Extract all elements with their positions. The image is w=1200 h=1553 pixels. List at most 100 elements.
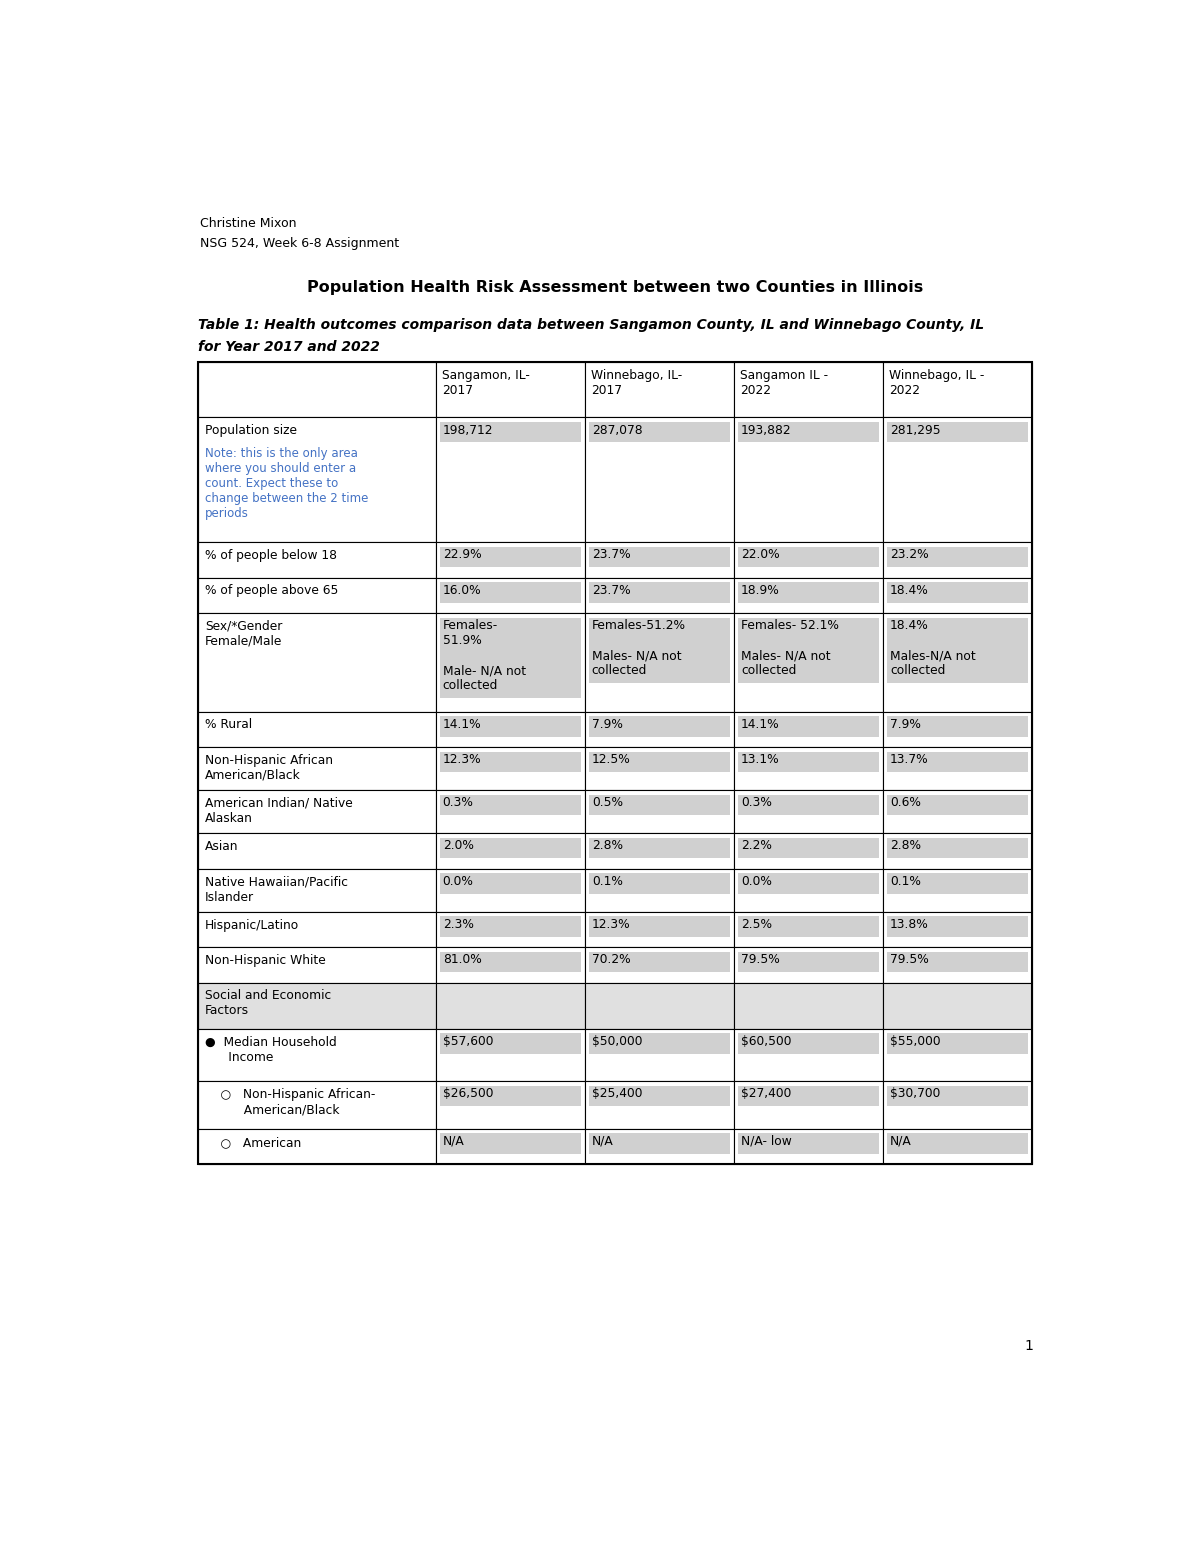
Bar <box>198 578 436 613</box>
Bar <box>589 547 730 567</box>
Bar <box>584 578 734 613</box>
Bar <box>584 947 734 983</box>
Bar <box>738 1086 880 1106</box>
Text: 18.4%

Males-N/A not
collected: 18.4% Males-N/A not collected <box>890 620 976 677</box>
Text: 14.1%: 14.1% <box>740 717 780 730</box>
Text: 2.3%: 2.3% <box>443 918 474 930</box>
Bar <box>887 716 1028 736</box>
Text: 0.1%: 0.1% <box>592 874 623 888</box>
Text: 0.1%: 0.1% <box>890 874 920 888</box>
Bar <box>436 1081 584 1129</box>
Text: $60,500: $60,500 <box>740 1034 791 1048</box>
Bar <box>436 747 584 790</box>
Bar <box>436 912 584 947</box>
Bar <box>439 716 581 736</box>
Bar <box>439 1033 581 1054</box>
Bar <box>738 837 880 859</box>
Bar <box>738 582 880 603</box>
Bar <box>584 711 734 747</box>
Bar <box>738 1134 880 1154</box>
Bar <box>734 362 883 418</box>
Bar <box>738 952 880 972</box>
Text: 1: 1 <box>1025 1339 1033 1353</box>
Bar <box>198 868 436 912</box>
Text: N/A- low: N/A- low <box>740 1135 792 1148</box>
Bar <box>439 618 581 697</box>
Bar <box>887 1033 1028 1054</box>
Bar <box>198 542 436 578</box>
Bar <box>198 983 436 1028</box>
Text: ○   American: ○ American <box>205 1135 301 1149</box>
Text: Note: this is the only area
where you should enter a
count. Expect these to
chan: Note: this is the only area where you sh… <box>205 447 368 520</box>
Bar <box>734 1129 883 1165</box>
Bar <box>738 618 880 683</box>
Bar <box>439 795 581 815</box>
Text: 16.0%: 16.0% <box>443 584 481 596</box>
Text: Females-51.2%

Males- N/A not
collected: Females-51.2% Males- N/A not collected <box>592 620 685 677</box>
Text: Population size: Population size <box>205 424 298 438</box>
Text: 7.9%: 7.9% <box>592 717 623 730</box>
Bar <box>883 947 1032 983</box>
Bar <box>584 983 734 1028</box>
Bar <box>439 422 581 443</box>
Bar <box>439 837 581 859</box>
Bar <box>436 542 584 578</box>
Bar <box>439 752 581 772</box>
Text: 2.5%: 2.5% <box>740 918 772 930</box>
Text: N/A: N/A <box>592 1135 613 1148</box>
Bar <box>734 1081 883 1129</box>
Bar <box>589 837 730 859</box>
Text: % of people below 18: % of people below 18 <box>205 550 337 562</box>
Bar <box>436 983 584 1028</box>
Bar <box>589 618 730 683</box>
Bar <box>883 711 1032 747</box>
Bar <box>887 422 1028 443</box>
Bar <box>734 747 883 790</box>
Bar <box>584 747 734 790</box>
Text: Non-Hispanic White: Non-Hispanic White <box>205 954 325 968</box>
Bar <box>436 790 584 832</box>
Bar <box>436 613 584 711</box>
Text: 12.3%: 12.3% <box>592 918 630 930</box>
Text: 23.7%: 23.7% <box>592 548 630 561</box>
Text: 23.7%: 23.7% <box>592 584 630 596</box>
Bar <box>738 873 880 893</box>
Bar <box>589 1134 730 1154</box>
Text: 13.7%: 13.7% <box>890 753 929 766</box>
Bar <box>198 790 436 832</box>
Bar <box>589 716 730 736</box>
Text: 81.0%: 81.0% <box>443 954 481 966</box>
Text: 12.3%: 12.3% <box>443 753 481 766</box>
Text: $25,400: $25,400 <box>592 1087 642 1100</box>
Text: 0.3%: 0.3% <box>740 797 772 809</box>
Text: 0.5%: 0.5% <box>592 797 623 809</box>
Text: Native Hawaiian/Pacific
Islander: Native Hawaiian/Pacific Islander <box>205 876 348 904</box>
Bar <box>883 1028 1032 1081</box>
Bar <box>883 418 1032 542</box>
Bar <box>887 873 1028 893</box>
Text: Asian: Asian <box>205 840 239 853</box>
Text: Population Health Risk Assessment between two Counties in Illinois: Population Health Risk Assessment betwee… <box>307 280 923 295</box>
Bar <box>198 1129 436 1165</box>
Bar <box>887 547 1028 567</box>
Text: 0.0%: 0.0% <box>740 874 772 888</box>
Bar <box>738 752 880 772</box>
Bar <box>887 1134 1028 1154</box>
Text: 12.5%: 12.5% <box>592 753 630 766</box>
Bar <box>738 716 880 736</box>
Bar <box>198 1028 436 1081</box>
Text: ○   Non-Hispanic African-
          American/Black: ○ Non-Hispanic African- American/Black <box>205 1089 376 1117</box>
Bar <box>439 873 581 893</box>
Bar <box>734 983 883 1028</box>
Bar <box>883 578 1032 613</box>
Text: $27,400: $27,400 <box>740 1087 791 1100</box>
Text: American Indian/ Native
Alaskan: American Indian/ Native Alaskan <box>205 797 353 825</box>
Bar <box>589 795 730 815</box>
Text: $50,000: $50,000 <box>592 1034 642 1048</box>
Bar <box>439 582 581 603</box>
Bar <box>589 873 730 893</box>
Bar <box>584 1081 734 1129</box>
Bar <box>883 542 1032 578</box>
Text: 2.0%: 2.0% <box>443 839 474 853</box>
Bar <box>584 790 734 832</box>
